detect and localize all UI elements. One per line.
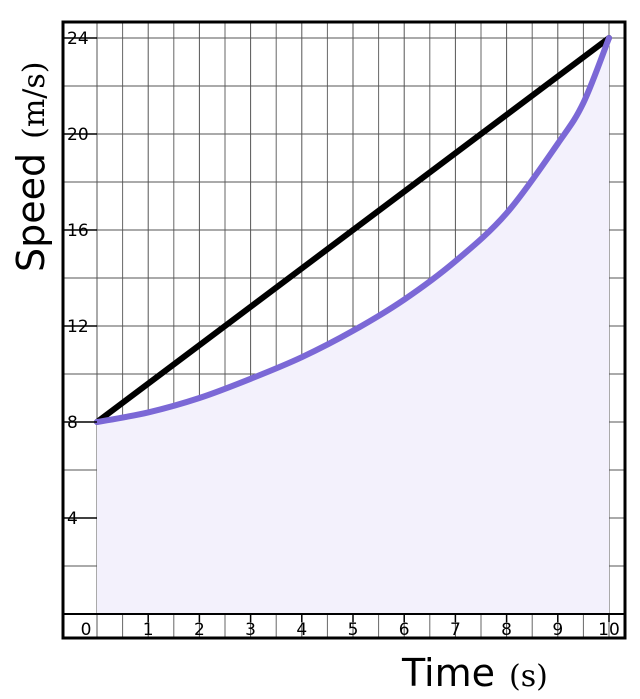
y-axis-unit: (m/s)	[17, 62, 52, 139]
x-tick-label: 9	[552, 620, 563, 640]
x-axis-unit: (s)	[509, 659, 548, 694]
series-line-2	[94, 35, 612, 425]
y-tick-label: 8	[67, 413, 78, 433]
x-tick-label: 8	[501, 620, 512, 640]
y-tick-label: 4	[67, 509, 78, 529]
x-tick-label: 3	[245, 620, 256, 640]
x-tick-label: 2	[194, 620, 205, 640]
x-tick-label: 6	[399, 620, 410, 640]
x-tick-label: 4	[296, 620, 307, 640]
area-under-curve	[97, 38, 609, 614]
y-tick-label: 12	[67, 317, 89, 337]
x-tick-label: 1	[143, 620, 154, 640]
x-tick-label: 7	[450, 620, 461, 640]
y-tick-label: 24	[67, 29, 89, 49]
y-axis-label: Speed	[9, 153, 53, 272]
y-tick-label: 20	[67, 125, 89, 145]
series-line-1	[94, 35, 612, 425]
y-tick-labels: 4 8 12 16 20 24	[63, 29, 97, 529]
x-tick-label: 10	[598, 620, 620, 640]
x-tick-label: 0	[81, 620, 92, 640]
y-axis-title: Speed (m/s)	[9, 62, 53, 272]
x-axis-label: Time	[401, 651, 495, 695]
y-tick-label: 16	[67, 221, 89, 241]
x-axis-title: Time (s)	[401, 651, 548, 695]
plot-frame	[61, 20, 627, 640]
series-lines	[94, 35, 612, 425]
x-tick-labels: 0 1 2 3 4 5 6 7 8 9 10	[81, 614, 620, 640]
x-tick-label: 5	[348, 620, 359, 640]
